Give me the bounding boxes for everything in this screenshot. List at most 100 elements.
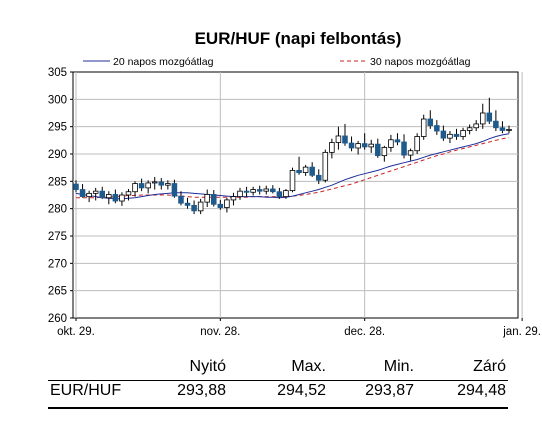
- candle: [125, 188, 132, 201]
- candle-body-down: [375, 143, 381, 157]
- chart: EUR/HUF (napi felbontás) 20 napos mozgóá…: [48, 29, 541, 338]
- candle: [315, 169, 322, 185]
- candle: [375, 138, 381, 158]
- candle-body-down: [191, 204, 197, 212]
- candle-body-down: [453, 133, 460, 137]
- candle: [493, 110, 499, 132]
- candle-body-up: [355, 143, 361, 149]
- candle-body-down: [211, 194, 217, 205]
- candle-body-up: [302, 166, 309, 173]
- candlestick-series: [73, 97, 512, 215]
- candle-body-down: [427, 118, 434, 126]
- candle: [99, 186, 106, 199]
- candle: [171, 179, 178, 198]
- candle: [296, 156, 302, 175]
- candle: [486, 97, 493, 124]
- candle-body-down: [158, 181, 165, 186]
- candle-body-up: [414, 136, 420, 152]
- candle: [86, 190, 92, 203]
- candle-body-up: [460, 130, 466, 137]
- candle-body-down: [296, 169, 302, 173]
- candle-body-up: [388, 139, 394, 148]
- candle: [119, 192, 125, 206]
- candle: [414, 133, 420, 154]
- value-open: 293,88: [177, 382, 226, 399]
- candle: [178, 191, 184, 206]
- candle-body-down: [73, 183, 79, 190]
- candle: [243, 186, 250, 197]
- candle-body-up: [197, 201, 204, 212]
- candle-body-up: [420, 118, 427, 137]
- candle-body-up: [322, 151, 329, 181]
- candle-body-down: [178, 195, 184, 204]
- candle: [191, 200, 197, 215]
- candle-body-up: [479, 112, 486, 125]
- header-max: Max.: [291, 358, 326, 375]
- stats-table: Nyitó Max. Min. Záró EUR/HUF 293,88 294,…: [48, 356, 508, 409]
- candle: [401, 134, 407, 159]
- candle-body-up: [335, 135, 342, 143]
- candle: [427, 110, 434, 129]
- ma20-series: [75, 133, 510, 200]
- candle: [79, 184, 86, 198]
- candle-body-down: [184, 202, 191, 206]
- value-min: 293,87: [365, 382, 414, 399]
- candle: [388, 134, 394, 152]
- candle: [263, 185, 270, 195]
- candle-body-down: [493, 120, 499, 129]
- value-max: 294,52: [277, 382, 326, 399]
- candle-body-down: [138, 183, 145, 189]
- candle: [348, 136, 355, 152]
- candle: [434, 120, 440, 135]
- candle: [197, 198, 204, 215]
- y-tick-label: 260: [48, 313, 67, 325]
- candle-body-up: [283, 190, 289, 198]
- candle-body-down: [342, 135, 348, 144]
- candle-body-up: [506, 128, 512, 131]
- candle: [270, 185, 276, 194]
- candle-body-down: [99, 190, 106, 199]
- legend: 20 napos mozgóátlag 30 napos mozgóátlag: [83, 56, 471, 68]
- candle-body-up: [473, 123, 479, 129]
- candle-body-down: [276, 191, 283, 198]
- header-close: Záró: [473, 358, 506, 375]
- x-tick-label: nov. 28.: [200, 326, 240, 338]
- candle: [106, 191, 112, 205]
- candle: [453, 128, 460, 140]
- candle: [361, 133, 368, 150]
- y-tick-label: 280: [48, 204, 67, 216]
- candle-body-up: [368, 143, 374, 148]
- header-open: Nyitó: [189, 358, 226, 375]
- x-tick-label: dec. 28.: [344, 326, 385, 338]
- candle-body-up: [224, 199, 230, 208]
- candle-body-down: [309, 166, 315, 176]
- candle-body-up: [407, 150, 414, 156]
- candle: [165, 180, 171, 190]
- candle: [138, 178, 145, 192]
- y-axis: 260 265 270 275 280 285 290 295 300 305: [48, 67, 73, 325]
- candle-body-up: [92, 190, 99, 194]
- candle-body-up: [86, 192, 92, 198]
- candle-body-down: [270, 188, 276, 193]
- candle: [440, 125, 447, 141]
- candle: [420, 114, 427, 140]
- table-bottom-rule: [48, 407, 508, 409]
- candle-body-up: [204, 194, 210, 203]
- y-tick-label: 275: [48, 231, 67, 243]
- y-tick-label: 265: [48, 286, 67, 298]
- candle: [506, 125, 512, 134]
- candle: [466, 124, 473, 135]
- candle: [184, 197, 191, 209]
- candle: [499, 121, 506, 134]
- candle: [407, 148, 414, 161]
- candle: [335, 126, 342, 150]
- candle-body-down: [486, 112, 493, 122]
- candle-body-up: [106, 194, 112, 199]
- candle: [237, 187, 243, 200]
- header-min: Min.: [383, 358, 414, 375]
- candle-body-down: [499, 127, 506, 131]
- candle: [355, 140, 361, 155]
- candle: [224, 197, 230, 213]
- candle: [151, 176, 158, 190]
- x-tick-label: okt. 29.: [57, 326, 95, 338]
